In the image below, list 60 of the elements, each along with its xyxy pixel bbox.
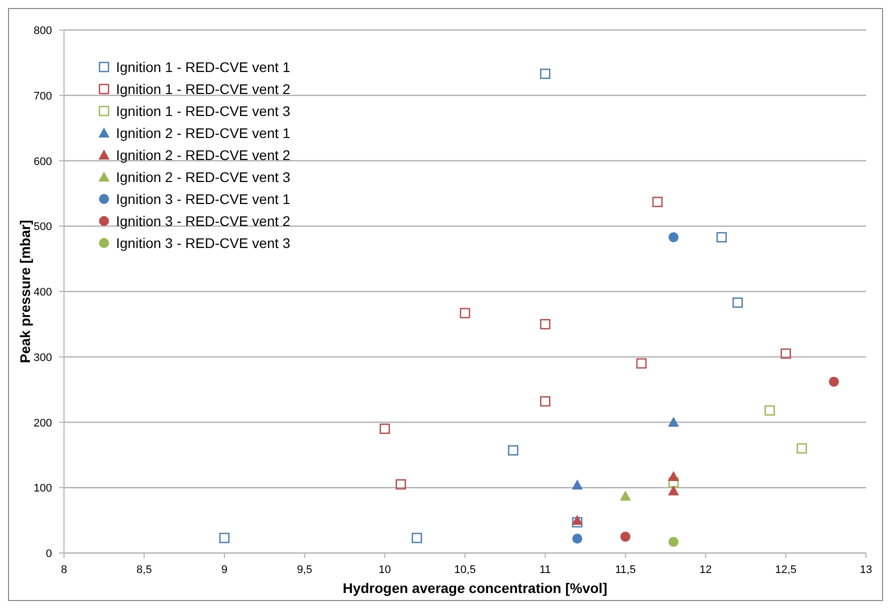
x-tick-label: 8,5 xyxy=(136,564,152,576)
point xyxy=(732,297,743,308)
legend-label: Ignition 2 - RED-CVE vent 1 xyxy=(116,125,291,141)
legend-label: Ignition 3 - RED-CVE vent 2 xyxy=(116,213,291,229)
point xyxy=(796,443,807,454)
y-tick-label: 200 xyxy=(34,417,52,430)
y-tick-label: 100 xyxy=(34,482,52,495)
point xyxy=(780,348,791,359)
point xyxy=(716,232,727,242)
legend-label: Ignition 1 - RED-CVE vent 3 xyxy=(116,103,291,119)
point xyxy=(540,319,550,330)
x-tick-label: 11 xyxy=(539,564,551,576)
point xyxy=(668,485,680,496)
point xyxy=(668,416,680,427)
point xyxy=(412,532,422,544)
point xyxy=(668,536,679,547)
y-axis-title: Peak pressure [mbar] xyxy=(17,220,33,364)
x-tick-label: 11,5 xyxy=(615,564,636,576)
y-tick-label: 800 xyxy=(34,25,52,37)
point xyxy=(668,232,679,242)
y-tick-label: 500 xyxy=(34,221,52,234)
legend-label: Ignition 2 - RED-CVE vent 3 xyxy=(116,169,291,185)
point xyxy=(396,479,406,490)
point xyxy=(572,534,582,544)
x-axis-title: Hydrogen average concentration [%vol] xyxy=(342,580,608,596)
point xyxy=(764,405,775,416)
x-tick-label: 9 xyxy=(221,564,228,576)
point xyxy=(668,471,680,482)
point xyxy=(460,308,470,318)
x-tick-label: 9,5 xyxy=(296,564,312,576)
x-tick-label: 12 xyxy=(699,564,712,576)
legend-label: Ignition 3 - RED-CVE vent 3 xyxy=(116,235,291,251)
point xyxy=(668,477,679,488)
point xyxy=(636,358,647,369)
y-tick-label: 400 xyxy=(34,286,52,298)
point xyxy=(508,445,518,456)
point xyxy=(572,517,582,528)
point xyxy=(652,196,663,208)
legend-label: Ignition 2 - RED-CVE vent 2 xyxy=(116,147,291,163)
x-tick-label: 13 xyxy=(860,564,872,576)
legend-label: Ignition 3 - RED-CVE vent 1 xyxy=(116,191,291,207)
x-tick-label: 12,5 xyxy=(775,564,797,576)
x-tick-label: 10,5 xyxy=(454,564,476,576)
point xyxy=(540,396,550,406)
point xyxy=(219,532,230,544)
x-tick-label: 8 xyxy=(60,564,68,576)
x-tick-label: 10 xyxy=(378,564,391,576)
y-tick-label: 0 xyxy=(46,548,52,560)
point xyxy=(620,490,631,501)
legend-label: Ignition 1 - RED-CVE vent 2 xyxy=(116,81,291,97)
point xyxy=(380,424,390,434)
y-tick-label: 300 xyxy=(34,352,52,364)
point xyxy=(620,532,630,542)
y-tick-label: 700 xyxy=(34,90,52,102)
point xyxy=(828,376,839,387)
legend-label: Ignition 1 - RED-CVE vent 1 xyxy=(116,59,291,75)
point xyxy=(572,480,583,490)
point xyxy=(540,68,550,79)
y-tick-label: 600 xyxy=(34,156,52,168)
point xyxy=(572,514,583,525)
